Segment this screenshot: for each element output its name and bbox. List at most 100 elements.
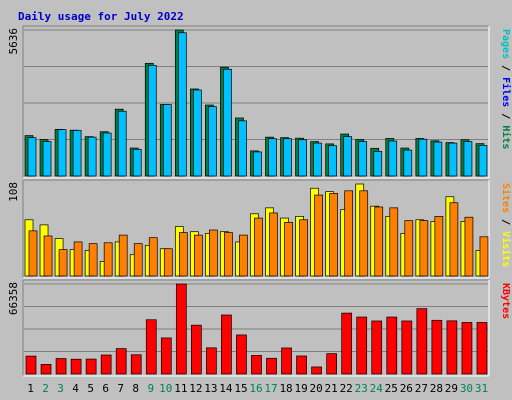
- day-label: 7: [117, 382, 124, 395]
- kbytes-bar: [371, 320, 383, 375]
- day-axis-labels: 1 2 3 4 5 6 7 8 9 10 11 12 13 14 15 16 17 18 19 20 21 22 23 24 2…: [27, 382, 488, 395]
- day-label: 10: [159, 382, 172, 395]
- kbytes-bar: [341, 312, 353, 375]
- panel-kbytes-legend: KBytes: [500, 283, 511, 319]
- panel-hits-files: 5636 Pages / Files / Hits: [7, 25, 512, 179]
- sites-bar: [178, 232, 188, 277]
- day-label: 25: [385, 382, 398, 395]
- sites-bar: [404, 220, 414, 277]
- files-bar: [343, 136, 353, 177]
- day-label: 16: [249, 382, 262, 395]
- day-label: 26: [400, 382, 413, 395]
- day-label: 6: [102, 382, 109, 395]
- kbytes-bar: [130, 354, 142, 375]
- kbytes-bar: [416, 308, 428, 375]
- kbytes-bar: [266, 357, 277, 375]
- files-bar: [388, 140, 398, 177]
- sites-bar: [133, 243, 143, 277]
- sites-bar: [434, 216, 444, 277]
- sites-bar: [464, 216, 474, 277]
- sites-bar: [148, 237, 158, 277]
- day-label: 30: [460, 382, 473, 395]
- panel-sites-visits: 108 Sites / Visits: [7, 179, 512, 279]
- kbytes-bar: [401, 320, 413, 375]
- kbytes-bar: [206, 347, 217, 375]
- sites-bar: [269, 212, 278, 277]
- sites-bar: [284, 221, 293, 277]
- panel-sites-visits-ymax-label: 108: [7, 182, 20, 202]
- panel-hits-files-legend-part: /: [500, 107, 511, 125]
- sites-bar: [28, 230, 38, 277]
- files-bar: [478, 145, 488, 177]
- kbytes-bar: [476, 322, 488, 375]
- sites-bar: [224, 232, 233, 277]
- kbytes-bar: [461, 322, 473, 375]
- panel-hits-files-legend-part: Hits: [500, 125, 512, 149]
- kbytes-bar: [446, 320, 458, 375]
- files-bar: [358, 141, 368, 177]
- panel-hits-files-ymax-label: 5636: [7, 28, 20, 55]
- files-bar: [147, 65, 157, 177]
- files-bar: [72, 130, 82, 177]
- sites-bar: [73, 241, 83, 277]
- day-label: 18: [279, 382, 292, 395]
- kbytes-bar: [175, 283, 187, 375]
- sites-bar: [479, 236, 489, 277]
- day-label: 14: [219, 382, 233, 395]
- files-bar: [418, 138, 428, 177]
- panel-sites-visits-legend-part: Visits: [500, 231, 512, 267]
- day-label: 24: [370, 382, 384, 395]
- day-label: 9: [147, 382, 154, 395]
- day-label: 15: [234, 382, 247, 395]
- files-bar: [193, 89, 202, 177]
- sites-bar: [239, 234, 248, 277]
- panel-hits-files-legend: Pages / Files / Hits: [500, 29, 512, 149]
- kbytes-bar: [281, 347, 292, 375]
- sites-bar: [88, 243, 98, 277]
- files-bar: [463, 141, 473, 177]
- panel-hits-files-legend-part: /: [500, 59, 511, 77]
- kbytes-bar: [326, 353, 337, 375]
- panel-hits-files-legend-part: Pages: [500, 29, 511, 59]
- sites-bar: [194, 234, 203, 277]
- files-bar: [268, 138, 277, 177]
- sites-bar: [449, 202, 459, 277]
- day-label: 3: [57, 382, 64, 395]
- files-bar: [433, 141, 443, 177]
- kbytes-bar: [296, 355, 307, 375]
- sites-bar: [389, 207, 399, 277]
- kbytes-bar: [115, 348, 127, 375]
- files-bar: [373, 151, 383, 177]
- sites-bar: [58, 249, 68, 277]
- day-label: 23: [355, 382, 368, 395]
- kbytes-bar: [221, 314, 232, 375]
- files-bar: [328, 145, 337, 177]
- sites-bar: [359, 190, 369, 277]
- files-bar: [117, 110, 127, 177]
- files-bar: [403, 149, 413, 177]
- day-label: 2: [42, 382, 49, 395]
- sites-bar: [118, 234, 128, 277]
- files-bar: [283, 138, 292, 177]
- sites-bar: [419, 220, 429, 277]
- panel-sites-visits-legend-part: Sites: [500, 183, 512, 213]
- day-label: 4: [72, 382, 79, 395]
- files-bar: [238, 120, 247, 177]
- sites-bar: [163, 248, 173, 277]
- day-label: 21: [325, 382, 338, 395]
- kbytes-bar: [85, 358, 97, 375]
- kbytes-bar: [386, 316, 398, 375]
- chart-title: Daily usage for July 2022: [18, 10, 184, 23]
- day-label: 31: [475, 382, 488, 395]
- kbytes-bar: [145, 319, 157, 375]
- kbytes-bar: [55, 358, 67, 375]
- sites-bar: [299, 219, 308, 277]
- day-label: 13: [204, 382, 217, 395]
- files-bar: [298, 139, 307, 177]
- files-bar: [27, 137, 37, 177]
- panel-hits-files-legend-part: Files: [500, 77, 512, 107]
- panel-sites-visits-legend: Sites / Visits: [500, 183, 512, 267]
- files-bar: [223, 68, 232, 177]
- files-bar: [162, 104, 172, 177]
